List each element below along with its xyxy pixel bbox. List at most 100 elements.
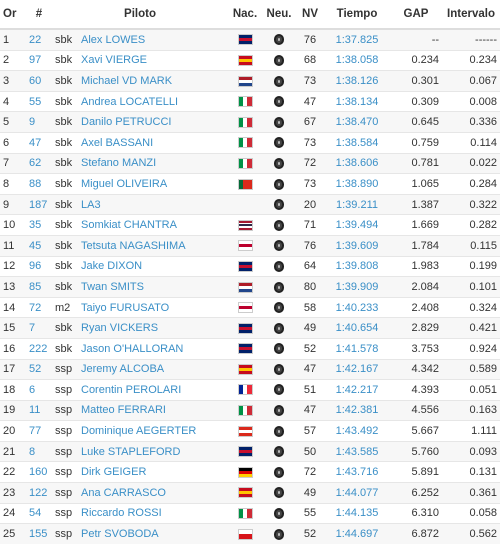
lap-time: 1:39.494	[324, 214, 391, 236]
tyre	[262, 234, 297, 257]
class: sbk	[52, 131, 78, 154]
lap-time: 1:44.135	[324, 502, 391, 524]
rider-name: Corentin PEROLARI	[78, 379, 229, 401]
nationality	[228, 502, 263, 524]
class: sbk	[52, 173, 78, 195]
gap: 6.872	[390, 523, 443, 544]
tyre-icon	[274, 178, 285, 190]
interval: 0.234	[442, 49, 500, 71]
nationality	[228, 193, 263, 215]
flag	[237, 405, 253, 417]
tyre	[262, 214, 297, 236]
column-header: Piloto	[52, 0, 229, 30]
flag-stripe	[238, 447, 252, 451]
interval: 0.199	[442, 255, 500, 277]
flag	[237, 281, 253, 293]
lap-time: 1:38.584	[324, 131, 391, 154]
laps: 47	[296, 399, 325, 421]
nationality	[228, 399, 263, 421]
flag-stripe	[242, 97, 248, 107]
position: 21	[0, 440, 26, 462]
rider-name: Matteo FERRARI	[78, 399, 229, 421]
laps: 49	[296, 482, 325, 504]
rider-name: Twan SMITS	[78, 276, 229, 298]
gap: 0.759	[390, 131, 443, 154]
class: ssp	[52, 461, 78, 483]
interval: 1.111	[442, 420, 500, 442]
result-row: 2 97 sbk Xavi VIERGE 68 1:38.058 0.234 0.234	[0, 49, 500, 71]
lap-time: 1:42.381	[324, 399, 391, 421]
position: 19	[0, 399, 26, 421]
flag-stripe	[238, 509, 243, 519]
tyre	[262, 193, 297, 215]
tyre-icon	[274, 116, 285, 128]
rider-number: 88	[26, 173, 52, 195]
gap: 1.065	[390, 173, 443, 195]
result-row: 8 88 sbk Miguel OLIVEIRA 73 1:38.890 1.065 0.28…	[0, 173, 500, 195]
flag-stripe	[242, 385, 248, 395]
flag-stripe	[247, 158, 252, 168]
flag-stripe	[242, 138, 248, 148]
rider-number: 160	[26, 461, 52, 483]
nationality	[228, 28, 263, 51]
tyre-icon	[274, 96, 285, 108]
interval: 0.324	[442, 296, 500, 318]
column-header: Neu.	[262, 0, 297, 30]
interval: 0.924	[442, 337, 500, 359]
rider-number: 7	[26, 317, 52, 339]
tyre-icon	[274, 528, 285, 540]
result-row: 20 77 ssp Dominique AEGERTER 57 1:43.492 5.667…	[0, 420, 500, 442]
lap-time: 1:41.578	[324, 337, 391, 359]
flag-stripe	[238, 288, 252, 292]
tyre	[262, 131, 297, 154]
nationality	[228, 420, 263, 442]
laps: 68	[296, 49, 325, 71]
tyre	[262, 28, 297, 51]
flag-stripe	[238, 247, 252, 251]
gap: 1.983	[390, 255, 443, 277]
tyre-icon	[274, 446, 285, 458]
interval: 0.284	[442, 173, 500, 195]
flag-stripe	[238, 58, 252, 62]
gap: 1.669	[390, 214, 443, 236]
interval: 0.562	[442, 523, 500, 544]
flag	[237, 528, 253, 540]
flag-stripe	[238, 138, 243, 148]
rider-number: 62	[26, 152, 52, 174]
gap: 0.645	[390, 111, 443, 133]
rider-name: Jeremy ALCOBA	[78, 358, 229, 380]
tyre	[262, 358, 297, 380]
tyre-icon	[274, 219, 285, 231]
flag-stripe	[238, 261, 252, 265]
nationality	[228, 234, 263, 257]
rider-name: LA3	[78, 193, 229, 215]
column-header: GAP	[390, 0, 443, 30]
flag	[237, 34, 253, 46]
gap: 0.781	[390, 152, 443, 174]
flag-stripe	[238, 227, 252, 230]
lap-time: 1:43.492	[324, 420, 391, 442]
flag-stripe	[238, 82, 252, 86]
tyre	[262, 70, 297, 92]
gap: 4.556	[390, 399, 443, 421]
rider-name: Alex LOWES	[78, 28, 229, 51]
laps: 52	[296, 337, 325, 359]
class: sbk	[52, 337, 78, 359]
position: 2	[0, 49, 26, 71]
flag	[237, 116, 253, 128]
column-header: Tiempo	[324, 0, 391, 30]
position: 4	[0, 90, 26, 112]
interval: 0.101	[442, 276, 500, 298]
nationality	[228, 49, 263, 71]
class: ssp	[52, 358, 78, 380]
lap-time: 1:39.909	[324, 276, 391, 298]
tyre	[262, 461, 297, 483]
class: ssp	[52, 379, 78, 401]
column-header: Intervalo	[442, 0, 500, 30]
result-row: 16 222 sbk Jason O'HALLORAN 52 1:41.578 3.753 0…	[0, 337, 500, 359]
tyre-icon	[274, 508, 285, 520]
result-row: 4 55 sbk Andrea LOCATELLI 47 1:38.134 0.309 0.0…	[0, 90, 500, 112]
rider-number: 55	[26, 90, 52, 112]
position: 12	[0, 255, 26, 277]
laps: 73	[296, 173, 325, 195]
